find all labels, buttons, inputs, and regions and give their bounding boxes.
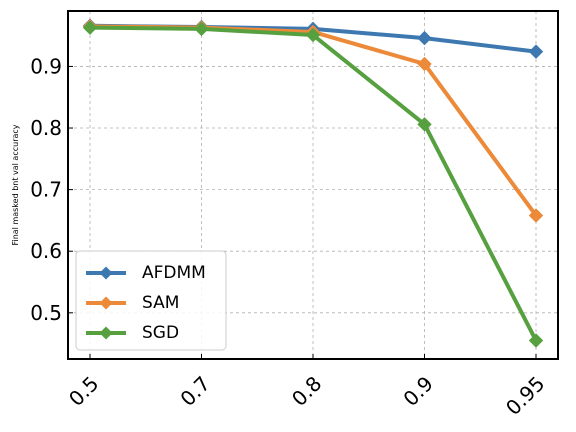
legend-label: SAM [142,293,179,313]
data-point [528,44,544,59]
data-point [305,27,321,43]
data-point [528,208,544,223]
y-tick-label: 0.5 [30,301,62,325]
legend-item: SAM [86,293,179,313]
x-tick-label: 0.9 [398,371,437,410]
data-point [528,333,544,348]
y-axis-label: Final masked bnt val accuracy [11,124,20,245]
legend-label: SGD [142,323,179,343]
data-point [417,30,432,46]
data-point [194,21,209,37]
data-point [417,117,432,132]
x-tick-label: 0.7 [175,371,214,410]
legend-item: SGD [86,323,179,343]
series-layer [82,18,544,348]
y-axis: 0.5 0.6 0.7 0.8 0.9 [30,54,73,325]
y-tick-label: 0.7 [30,178,62,202]
legend-marker [99,326,113,340]
legend-label: AFDMM [142,263,206,283]
y-tick-label: 0.6 [30,239,62,263]
legend-marker [99,266,113,280]
data-point [417,56,432,72]
x-tick-label: 0.95 [501,371,549,419]
x-tick-label: 0.8 [287,371,326,410]
data-point [82,20,98,35]
legend-box [75,250,227,351]
y-tick-label: 0.8 [30,116,62,140]
legend: AFDMM SAM SGD [75,250,227,351]
x-axis: 0.5 0.7 0.8 0.9 0.95 [64,354,549,420]
series-sgd [82,20,544,348]
x-tick-label: 0.5 [64,371,103,410]
y-tick-label: 0.9 [30,54,62,78]
legend-marker [99,296,113,310]
legend-item: AFDMM [86,263,206,283]
